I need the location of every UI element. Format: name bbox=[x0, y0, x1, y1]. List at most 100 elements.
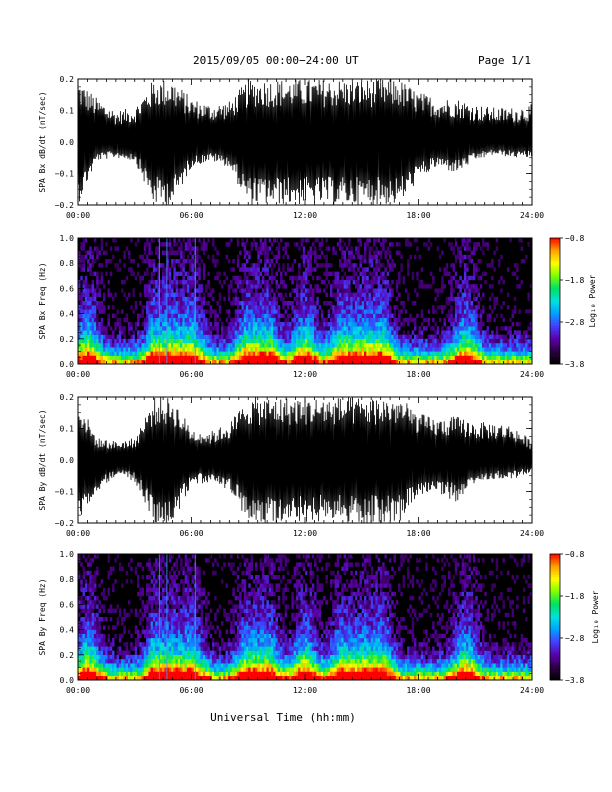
colorbar-step bbox=[550, 271, 560, 274]
colorbar-step bbox=[550, 648, 560, 651]
colorbar-step bbox=[550, 608, 560, 611]
colorbar-tick-label: −0.8 bbox=[565, 550, 584, 559]
y-tick-label: 0.1 bbox=[60, 107, 75, 116]
y-tick-label: 0.0 bbox=[60, 676, 75, 685]
colorbar-step bbox=[550, 638, 560, 641]
colorbar-step bbox=[550, 347, 560, 350]
colorbar-step bbox=[550, 640, 560, 643]
colorbar-step bbox=[550, 570, 560, 574]
colorbar-step bbox=[550, 298, 560, 302]
colorbar-step bbox=[550, 338, 560, 342]
colorbar-step bbox=[550, 577, 560, 580]
colorbar-tick-label: −2.8 bbox=[565, 634, 584, 643]
colorbar-step bbox=[550, 313, 560, 316]
colorbar-step bbox=[550, 355, 560, 358]
x-tick-label: 12:00 bbox=[293, 211, 317, 220]
colorbar-tick-label: −0.8 bbox=[565, 234, 584, 243]
x-tick-label: 00:00 bbox=[66, 686, 90, 695]
colorbar-step bbox=[550, 340, 560, 344]
colorbar-step bbox=[550, 259, 560, 262]
colorbar-step bbox=[550, 612, 560, 616]
colorbar-tick-label: −1.8 bbox=[565, 592, 584, 601]
colorbar-step bbox=[550, 625, 560, 628]
y-tick-label: 0.0 bbox=[60, 138, 75, 147]
colorbar-frame bbox=[549, 553, 561, 681]
colorbar-step bbox=[550, 267, 560, 270]
colorbar-step bbox=[550, 585, 560, 588]
colorbar-step bbox=[550, 286, 560, 289]
colorbar-step bbox=[550, 301, 560, 304]
y-tick-label: 0.2 bbox=[60, 75, 75, 84]
x-tick-label: 24:00 bbox=[520, 686, 544, 695]
x-tick-label: 24:00 bbox=[520, 370, 544, 379]
x-tick-label: 12:00 bbox=[293, 370, 317, 379]
colorbar-step bbox=[550, 667, 560, 670]
colorbar-step bbox=[550, 583, 560, 586]
colorbar-step bbox=[550, 326, 560, 329]
colorbar-tick-label: −3.8 bbox=[565, 676, 584, 685]
spectrogram-cells bbox=[78, 554, 533, 681]
colorbar-step bbox=[550, 248, 560, 251]
dbdt-trace bbox=[77, 79, 533, 205]
colorbar-step bbox=[550, 560, 560, 563]
y-tick-label: −0.1 bbox=[55, 170, 74, 179]
colorbar-step bbox=[550, 319, 560, 323]
colorbar-step bbox=[550, 656, 560, 660]
colorbar-step bbox=[550, 242, 560, 245]
colorbar-step bbox=[550, 669, 560, 672]
colorbar-step bbox=[550, 593, 560, 597]
colorbar-step bbox=[550, 351, 560, 354]
colorbar-step bbox=[550, 288, 560, 291]
y-tick-label: −0.1 bbox=[55, 488, 74, 497]
y-tick-label: 0.4 bbox=[60, 626, 75, 635]
colorbar-step bbox=[550, 284, 560, 287]
colorbar-step bbox=[550, 317, 560, 321]
y-tick-label: 0.6 bbox=[60, 600, 75, 609]
y-tick-label: −0.2 bbox=[55, 201, 74, 210]
y-tick-label: 1.0 bbox=[60, 550, 75, 559]
page-number: Page 1/1 bbox=[478, 54, 531, 67]
colorbar-step bbox=[550, 250, 560, 253]
y-tick-label: 0.4 bbox=[60, 310, 75, 319]
colorbar-step bbox=[550, 290, 560, 293]
colorbar-frame bbox=[549, 237, 561, 365]
colorbar-step bbox=[550, 328, 560, 331]
dbdt-trace bbox=[77, 396, 533, 524]
colorbar-step bbox=[550, 254, 560, 258]
colorbar-step bbox=[550, 256, 560, 260]
colorbar-step bbox=[550, 240, 560, 243]
colorbar-step bbox=[550, 642, 560, 645]
colorbar-step bbox=[550, 617, 560, 620]
colorbar-step bbox=[550, 623, 560, 626]
chart-title: 2015/09/05 00:00−24:00 UT bbox=[193, 54, 359, 67]
colorbar-step bbox=[550, 261, 560, 264]
colorbar-step bbox=[550, 602, 560, 605]
colorbar-step bbox=[550, 619, 560, 622]
colorbar-step bbox=[550, 631, 560, 635]
x-tick-label: 18:00 bbox=[406, 686, 430, 695]
colorbar-step bbox=[550, 244, 560, 247]
colorbar-step bbox=[550, 587, 560, 590]
colorbar-step bbox=[550, 265, 560, 268]
colorbar-step bbox=[550, 661, 560, 664]
colorbar-step bbox=[550, 296, 560, 300]
colorbar-step bbox=[550, 652, 560, 656]
colorbar-step bbox=[550, 581, 560, 584]
colorbar-step bbox=[550, 610, 560, 614]
colorbar-tick-label: −3.8 bbox=[565, 360, 584, 369]
colorbar-step bbox=[550, 675, 560, 679]
colorbar-step bbox=[550, 277, 560, 281]
x-tick-label: 06:00 bbox=[179, 686, 203, 695]
colorbar-step bbox=[550, 673, 560, 677]
y-tick-label: −0.2 bbox=[55, 519, 74, 528]
x-tick-label: 12:00 bbox=[293, 686, 317, 695]
colorbar-step bbox=[550, 357, 560, 361]
colorbar-step bbox=[550, 600, 560, 603]
y-tick-label: 0.6 bbox=[60, 284, 75, 293]
colorbar-step bbox=[550, 343, 560, 346]
colorbar-step bbox=[550, 238, 560, 241]
colorbar-step bbox=[550, 282, 560, 285]
x-tick-label: 06:00 bbox=[179, 370, 203, 379]
colorbar-step bbox=[550, 275, 560, 279]
